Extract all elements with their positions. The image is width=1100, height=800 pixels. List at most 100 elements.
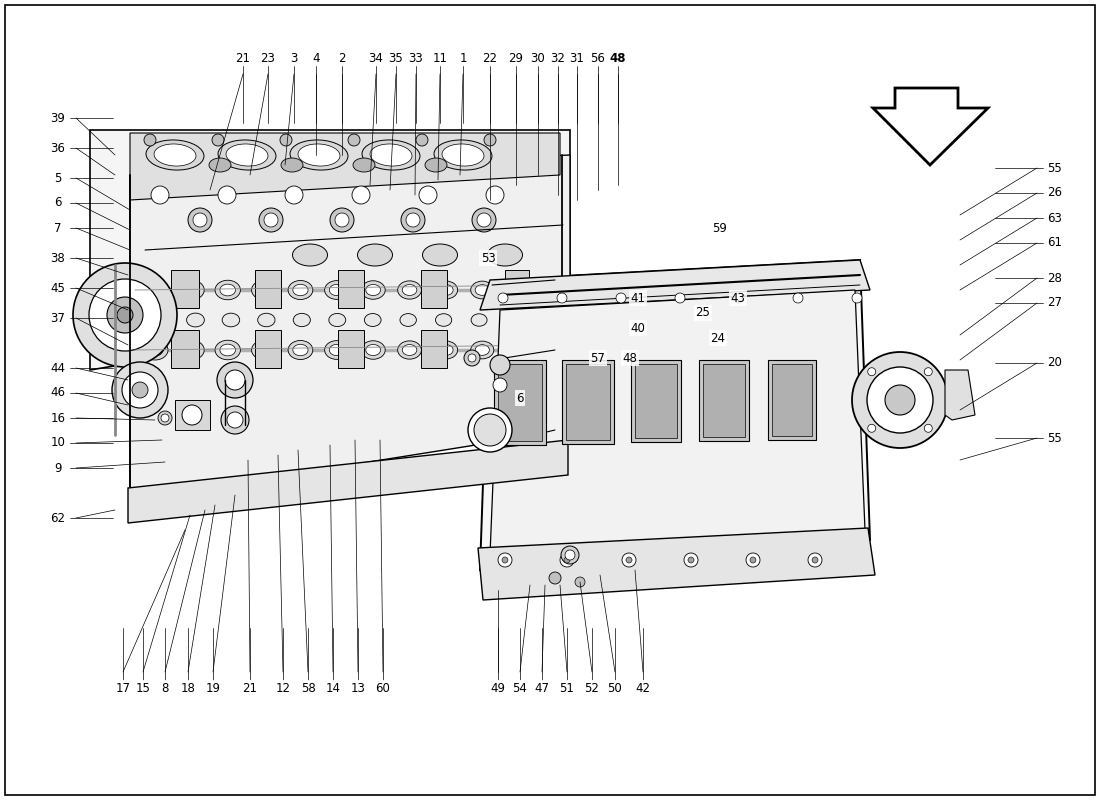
Text: 50: 50 xyxy=(607,682,623,694)
Text: 41: 41 xyxy=(630,291,646,305)
Ellipse shape xyxy=(425,158,447,172)
Ellipse shape xyxy=(280,158,302,172)
Ellipse shape xyxy=(293,284,308,296)
Ellipse shape xyxy=(147,284,163,296)
Circle shape xyxy=(352,186,370,204)
Circle shape xyxy=(924,368,933,376)
Circle shape xyxy=(557,293,566,303)
Polygon shape xyxy=(421,330,447,368)
Circle shape xyxy=(621,553,636,567)
Ellipse shape xyxy=(178,280,205,300)
Ellipse shape xyxy=(471,281,494,299)
Polygon shape xyxy=(338,330,364,368)
Text: 54: 54 xyxy=(513,682,527,694)
Ellipse shape xyxy=(358,244,393,266)
Circle shape xyxy=(886,385,915,415)
Text: 49: 49 xyxy=(491,682,506,694)
Text: 42: 42 xyxy=(636,682,650,694)
Ellipse shape xyxy=(370,144,412,166)
Circle shape xyxy=(734,293,744,303)
Circle shape xyxy=(402,208,425,232)
Circle shape xyxy=(564,557,570,563)
Circle shape xyxy=(416,134,428,146)
Polygon shape xyxy=(505,270,529,308)
Circle shape xyxy=(575,577,585,587)
Circle shape xyxy=(218,186,236,204)
Text: 51: 51 xyxy=(560,682,574,694)
Circle shape xyxy=(924,424,933,432)
Text: 6: 6 xyxy=(516,391,524,405)
Circle shape xyxy=(227,412,243,428)
Ellipse shape xyxy=(256,284,272,296)
Polygon shape xyxy=(945,370,975,420)
Ellipse shape xyxy=(487,244,522,266)
Circle shape xyxy=(477,213,491,227)
Text: 21: 21 xyxy=(242,682,257,694)
Text: 13: 13 xyxy=(351,682,365,694)
Polygon shape xyxy=(873,88,988,165)
Ellipse shape xyxy=(290,140,348,170)
Circle shape xyxy=(867,367,933,433)
Polygon shape xyxy=(170,270,199,308)
Ellipse shape xyxy=(209,158,231,172)
Polygon shape xyxy=(635,364,678,438)
Ellipse shape xyxy=(142,340,168,360)
Ellipse shape xyxy=(216,280,241,300)
Polygon shape xyxy=(255,270,280,308)
Circle shape xyxy=(73,263,177,367)
Text: 10: 10 xyxy=(51,437,65,450)
Circle shape xyxy=(285,186,303,204)
Circle shape xyxy=(746,553,760,567)
Text: 16: 16 xyxy=(51,411,66,425)
Circle shape xyxy=(684,553,699,567)
Circle shape xyxy=(188,208,212,232)
Circle shape xyxy=(406,213,420,227)
Text: 17: 17 xyxy=(116,682,131,694)
Polygon shape xyxy=(175,400,210,430)
Ellipse shape xyxy=(294,314,310,326)
Circle shape xyxy=(151,186,169,204)
Ellipse shape xyxy=(434,140,492,170)
Text: 5: 5 xyxy=(54,171,62,185)
Ellipse shape xyxy=(329,284,344,296)
Circle shape xyxy=(182,405,202,425)
Text: 46: 46 xyxy=(51,386,66,399)
Text: 34: 34 xyxy=(368,51,384,65)
Ellipse shape xyxy=(151,313,169,327)
Circle shape xyxy=(565,550,575,560)
Circle shape xyxy=(117,307,133,323)
Text: 9: 9 xyxy=(54,462,62,474)
Ellipse shape xyxy=(146,140,204,170)
Ellipse shape xyxy=(293,244,328,266)
Text: 58: 58 xyxy=(300,682,316,694)
Polygon shape xyxy=(566,364,609,440)
Circle shape xyxy=(486,186,504,204)
Circle shape xyxy=(176,411,190,425)
Text: 15: 15 xyxy=(135,682,151,694)
Text: 2: 2 xyxy=(339,51,345,65)
Circle shape xyxy=(688,557,694,563)
Ellipse shape xyxy=(362,140,420,170)
Text: 14: 14 xyxy=(326,682,341,694)
Circle shape xyxy=(498,293,508,303)
Text: 35: 35 xyxy=(388,51,404,65)
Text: 21: 21 xyxy=(235,51,251,65)
Ellipse shape xyxy=(147,344,163,356)
Circle shape xyxy=(793,293,803,303)
Polygon shape xyxy=(498,364,542,441)
Circle shape xyxy=(192,213,207,227)
Polygon shape xyxy=(772,364,812,435)
Ellipse shape xyxy=(218,140,276,170)
Circle shape xyxy=(561,546,579,564)
Text: 60: 60 xyxy=(375,682,390,694)
Ellipse shape xyxy=(222,313,240,327)
Circle shape xyxy=(812,557,818,563)
Polygon shape xyxy=(562,360,614,444)
Circle shape xyxy=(560,553,574,567)
Circle shape xyxy=(498,553,512,567)
Text: 31: 31 xyxy=(570,51,584,65)
Text: 25: 25 xyxy=(695,306,711,319)
Ellipse shape xyxy=(403,345,417,355)
Ellipse shape xyxy=(288,341,312,359)
Ellipse shape xyxy=(252,340,276,360)
